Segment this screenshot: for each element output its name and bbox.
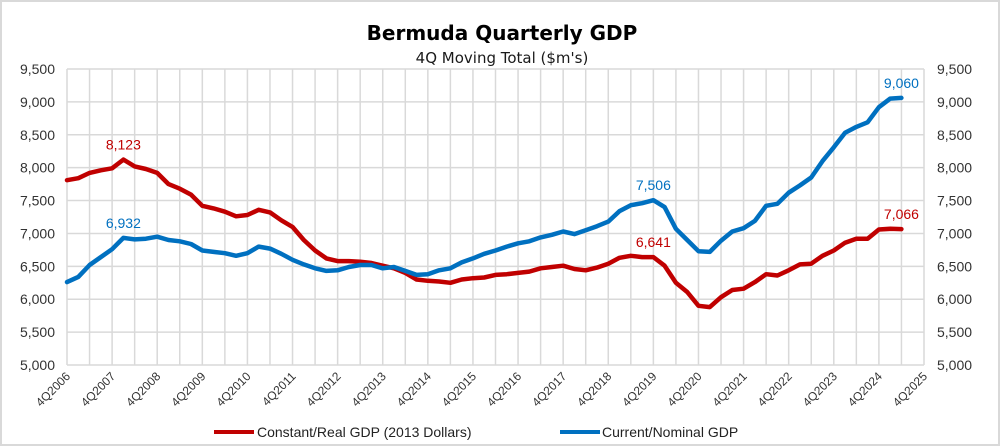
y-tick-label-left: 6,500: [20, 258, 55, 274]
y-tick-label-right: 6,000: [937, 291, 972, 307]
x-tick-label: 4Q2022: [755, 369, 795, 409]
data-label: 7,506: [636, 177, 671, 193]
x-tick-label: 4Q2014: [394, 369, 434, 409]
x-tick-label: 4Q2012: [304, 369, 344, 409]
legend-label-nominal[interactable]: Current/Nominal GDP: [602, 424, 738, 440]
y-tick-label-right: 5,500: [937, 324, 972, 340]
x-tick-label: 4Q2007: [78, 369, 118, 409]
x-tick-label: 4Q2009: [168, 369, 208, 409]
y-tick-label-left: 5,500: [20, 324, 55, 340]
y-tick-label-left: 9,000: [20, 94, 55, 110]
y-tick-label-right: 8,000: [937, 160, 972, 176]
y-tick-label-left: 7,000: [20, 225, 55, 241]
y-tick-label-left: 5,000: [20, 357, 55, 373]
real-gdp-line: [64, 157, 904, 310]
y-tick-label-right: 9,000: [937, 94, 972, 110]
data-label: 9,060: [884, 75, 919, 91]
data-label: 7,066: [884, 206, 919, 222]
chart-title: Bermuda Quarterly GDP: [367, 21, 638, 45]
nominal-gdp-line: [64, 95, 904, 285]
x-tick-label: 4Q2017: [529, 369, 569, 409]
y-tick-label-right: 6,500: [937, 258, 972, 274]
y-tick-label-left: 8,000: [20, 160, 55, 176]
y-tick-label-right: 5,000: [937, 357, 972, 373]
x-tick-label: 4Q2006: [33, 369, 73, 409]
y-tick-label-right: 7,500: [937, 193, 972, 209]
x-tick-label: 4Q2013: [349, 369, 389, 409]
y-tick-label-left: 7,500: [20, 193, 55, 209]
x-axis: 4Q2006 4Q2007 4Q2008 4Q2009 4Q2010 4Q2011 4Q20…: [33, 369, 930, 409]
y-axis-left: 5,000 5,500 6,000 6,500 7,000 7,500 8,000 8,500…: [20, 61, 55, 373]
data-label: 8,123: [106, 137, 141, 153]
y-tick-label-left: 9,500: [20, 61, 55, 77]
x-tick-label: 4Q2011: [259, 369, 299, 409]
y-tick-label-right: 8,500: [937, 127, 972, 143]
y-axis-right: 5,000 5,500 6,000 6,500 7,000 7,500 8,000 8,500…: [937, 61, 972, 373]
x-tick-label: 4Q2021: [710, 369, 750, 409]
x-tick-label: 4Q2023: [800, 369, 840, 409]
x-tick-label: 4Q2016: [484, 369, 524, 409]
x-tick-label: 4Q2008: [123, 369, 163, 409]
x-tick-label: 4Q2024: [845, 369, 885, 409]
x-tick-label: 4Q2018: [574, 369, 614, 409]
x-tick-label: 4Q2025: [890, 369, 930, 409]
x-tick-label: 4Q2010: [213, 369, 253, 409]
data-labels: 8,123 6,641 7,066 6,932 7,506 9,060: [106, 75, 919, 250]
y-tick-label-right: 9,500: [937, 61, 972, 77]
legend-label-real[interactable]: Constant/Real GDP (2013 Dollars): [257, 424, 472, 440]
series-lines: [64, 95, 904, 310]
data-label: 6,932: [106, 215, 141, 231]
legend: Constant/Real GDP (2013 Dollars) Current…: [214, 424, 738, 440]
gridlines: [66, 68, 925, 366]
x-tick-label: 4Q2020: [664, 369, 704, 409]
chart-subtitle: 4Q Moving Total ($m's): [416, 49, 589, 67]
y-tick-label-left: 8,500: [20, 127, 55, 143]
x-tick-label: 4Q2015: [439, 369, 479, 409]
y-tick-label-right: 7,000: [937, 225, 972, 241]
y-tick-label-left: 6,000: [20, 291, 55, 307]
data-label: 6,641: [636, 234, 671, 250]
x-tick-label: 4Q2019: [619, 369, 659, 409]
